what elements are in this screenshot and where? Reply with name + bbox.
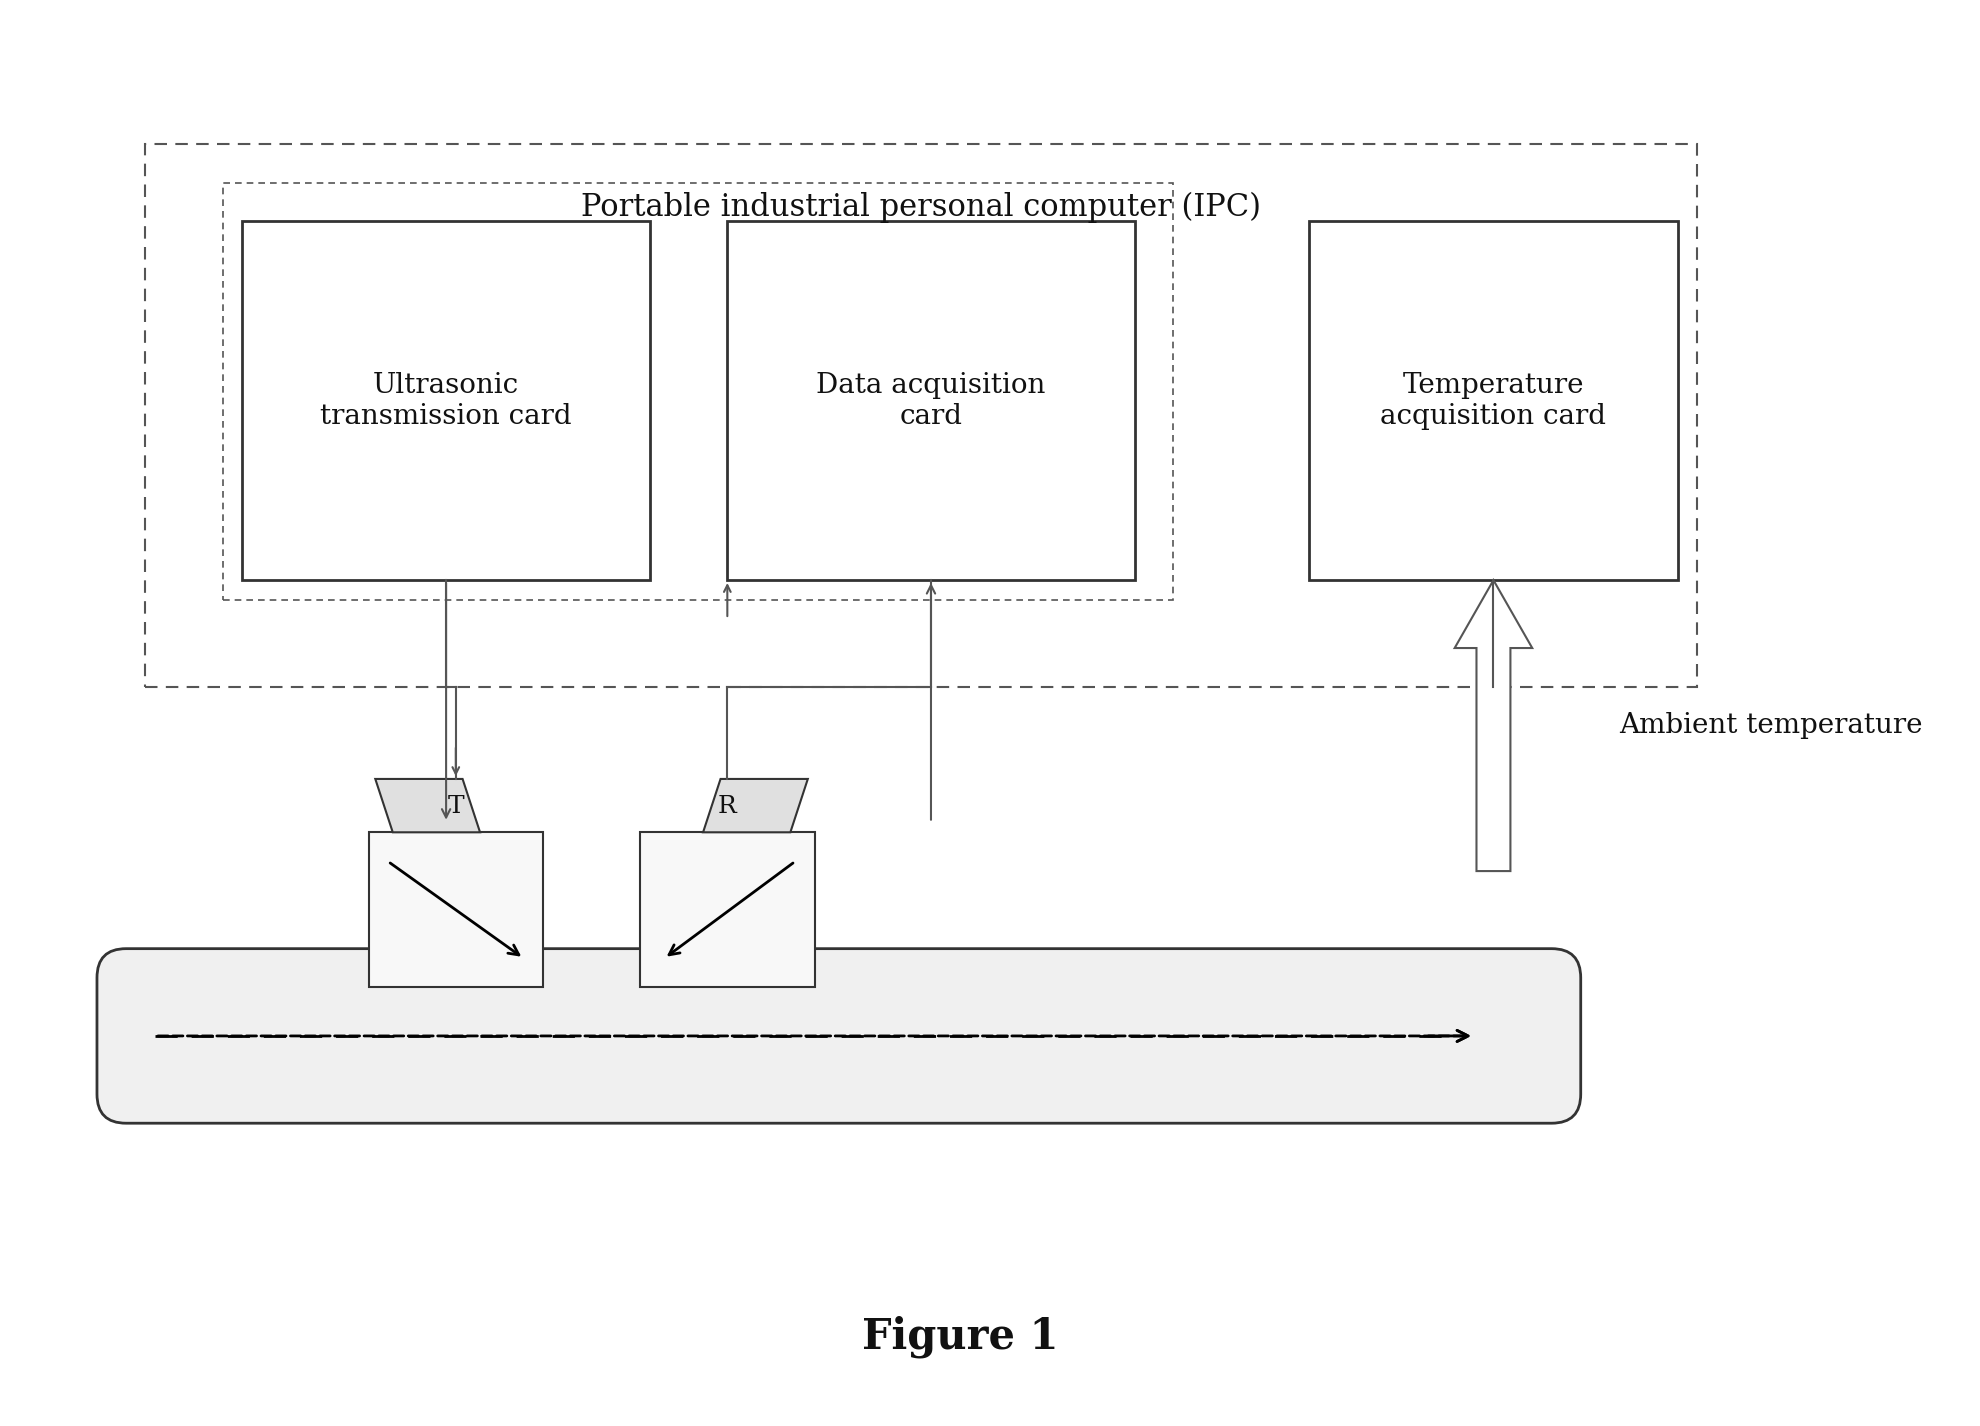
Polygon shape: [703, 779, 808, 833]
FancyBboxPatch shape: [368, 833, 543, 987]
Text: Portable industrial personal computer (IPC): Portable industrial personal computer (I…: [582, 193, 1261, 224]
FancyBboxPatch shape: [145, 144, 1697, 687]
Polygon shape: [376, 779, 479, 833]
Text: Data acquisition
card: Data acquisition card: [816, 372, 1045, 429]
FancyBboxPatch shape: [224, 183, 1174, 599]
FancyBboxPatch shape: [727, 221, 1135, 580]
FancyBboxPatch shape: [97, 948, 1580, 1124]
Text: Ambient temperature: Ambient temperature: [1620, 712, 1923, 739]
Polygon shape: [1455, 580, 1533, 871]
FancyBboxPatch shape: [242, 221, 649, 580]
Text: Figure 1: Figure 1: [861, 1315, 1059, 1358]
Text: T: T: [447, 794, 463, 817]
FancyBboxPatch shape: [640, 833, 814, 987]
Text: R: R: [719, 794, 737, 817]
Text: Temperature
acquisition card: Temperature acquisition card: [1380, 372, 1606, 429]
Text: Ultrasonic
transmission card: Ultrasonic transmission card: [321, 372, 572, 429]
FancyBboxPatch shape: [1309, 221, 1677, 580]
